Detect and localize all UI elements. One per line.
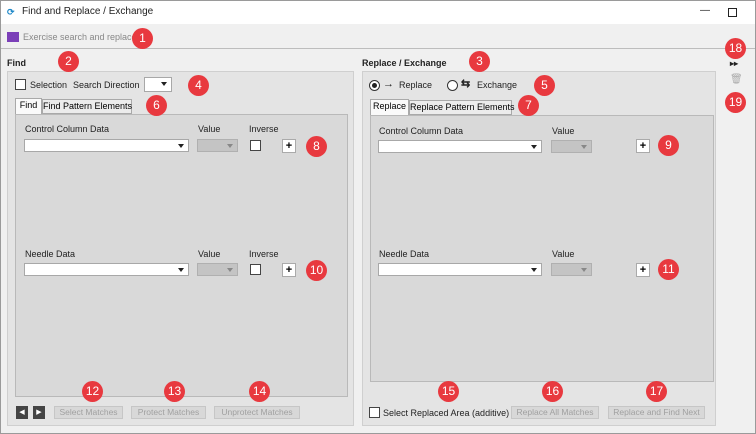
callout: 2	[58, 51, 79, 72]
tab[interactable]: Replace	[370, 99, 409, 115]
value-dropdown	[197, 263, 238, 276]
find-heading: Find	[7, 58, 26, 68]
add-button[interactable]: +	[282, 263, 296, 277]
expand-button[interactable]: ▸▸	[730, 59, 739, 68]
callout: 17	[646, 381, 667, 402]
callout: 13	[164, 381, 185, 402]
title-bar	[1, 1, 755, 24]
replace-radio[interactable]	[369, 80, 380, 91]
callout: 14	[249, 381, 270, 402]
tab[interactable]: Find Pattern Elements	[42, 99, 132, 114]
callout: 1	[132, 28, 153, 49]
exchange-icon: ⇆	[461, 78, 471, 90]
previous-button[interactable]: ◀	[16, 406, 28, 419]
dropdown[interactable]	[378, 263, 542, 276]
button[interactable]: Replace and Find Next	[608, 406, 705, 419]
callout: 3	[469, 51, 490, 72]
callout: 5	[534, 75, 555, 96]
callout: 9	[658, 135, 679, 156]
dropdown[interactable]	[378, 140, 542, 153]
replace-heading: Replace / Exchange	[362, 58, 447, 68]
minimize-button[interactable]: —	[700, 5, 710, 16]
callout: 10	[306, 260, 327, 281]
replace-icon: →	[383, 78, 394, 90]
inverse-checkbox[interactable]	[250, 264, 261, 275]
app-icon: ⟳	[7, 7, 15, 17]
field-label: Control Column Data	[25, 124, 110, 134]
callout: 4	[188, 75, 209, 96]
exchange-radio[interactable]	[447, 80, 458, 91]
delete-button[interactable]: 🗑	[730, 74, 743, 85]
value-dropdown	[551, 140, 592, 153]
add-button[interactable]: +	[636, 263, 650, 277]
find-tab-content	[15, 114, 348, 397]
callout: 8	[306, 136, 327, 157]
mode-label: Replace	[399, 80, 433, 90]
callout: 6	[146, 95, 167, 116]
field-label: Value	[552, 249, 575, 259]
maximize-button[interactable]	[728, 8, 737, 17]
add-button[interactable]: +	[282, 139, 296, 153]
button[interactable]: Protect Matches	[131, 406, 206, 419]
dropdown[interactable]	[24, 263, 189, 276]
field-label: Value	[198, 124, 221, 134]
button[interactable]: Replace All Matches	[511, 406, 599, 419]
select-area-label: Select Replaced Area (additive)	[383, 408, 510, 418]
callout: 11	[658, 259, 679, 280]
field-label: Control Column Data	[379, 126, 464, 136]
callout: 16	[542, 381, 563, 402]
callout: 19	[725, 92, 746, 113]
callout: 15	[438, 381, 459, 402]
button[interactable]: Select Matches	[54, 406, 123, 419]
button[interactable]: Unprotect Matches	[214, 406, 300, 419]
search-direction-dropdown[interactable]	[144, 77, 172, 92]
radio-dot	[372, 83, 377, 88]
tab[interactable]: Find	[15, 98, 42, 114]
selection-label: Selection	[30, 80, 68, 90]
field-label: Needle Data	[25, 249, 76, 259]
callout: 7	[518, 95, 539, 116]
separator	[1, 48, 755, 49]
add-button[interactable]: +	[636, 139, 650, 153]
field-label: Value	[198, 249, 221, 259]
window-title: Find and Replace / Exchange	[22, 6, 154, 17]
tab[interactable]: Replace Pattern Elements	[409, 100, 515, 115]
value-dropdown	[551, 263, 592, 276]
next-button[interactable]: ▶	[33, 406, 45, 419]
selection-checkbox[interactable]	[15, 79, 26, 90]
field-label: Inverse	[249, 249, 279, 259]
callout: 12	[82, 381, 103, 402]
search-direction-label: Search Direction	[73, 80, 140, 90]
field-label: Inverse	[249, 124, 279, 134]
value-dropdown	[197, 139, 238, 152]
breadcrumb[interactable]: Exercise search and replace	[23, 32, 137, 42]
mode-label: Exchange	[477, 80, 518, 90]
select-area-checkbox[interactable]	[369, 407, 380, 418]
inverse-checkbox[interactable]	[250, 140, 261, 151]
callout: 18	[725, 38, 746, 59]
menu-icon[interactable]	[7, 32, 19, 42]
replace-tab-content	[370, 115, 714, 382]
field-label: Value	[552, 126, 575, 136]
field-label: Needle Data	[379, 249, 430, 259]
dropdown[interactable]	[24, 139, 189, 152]
